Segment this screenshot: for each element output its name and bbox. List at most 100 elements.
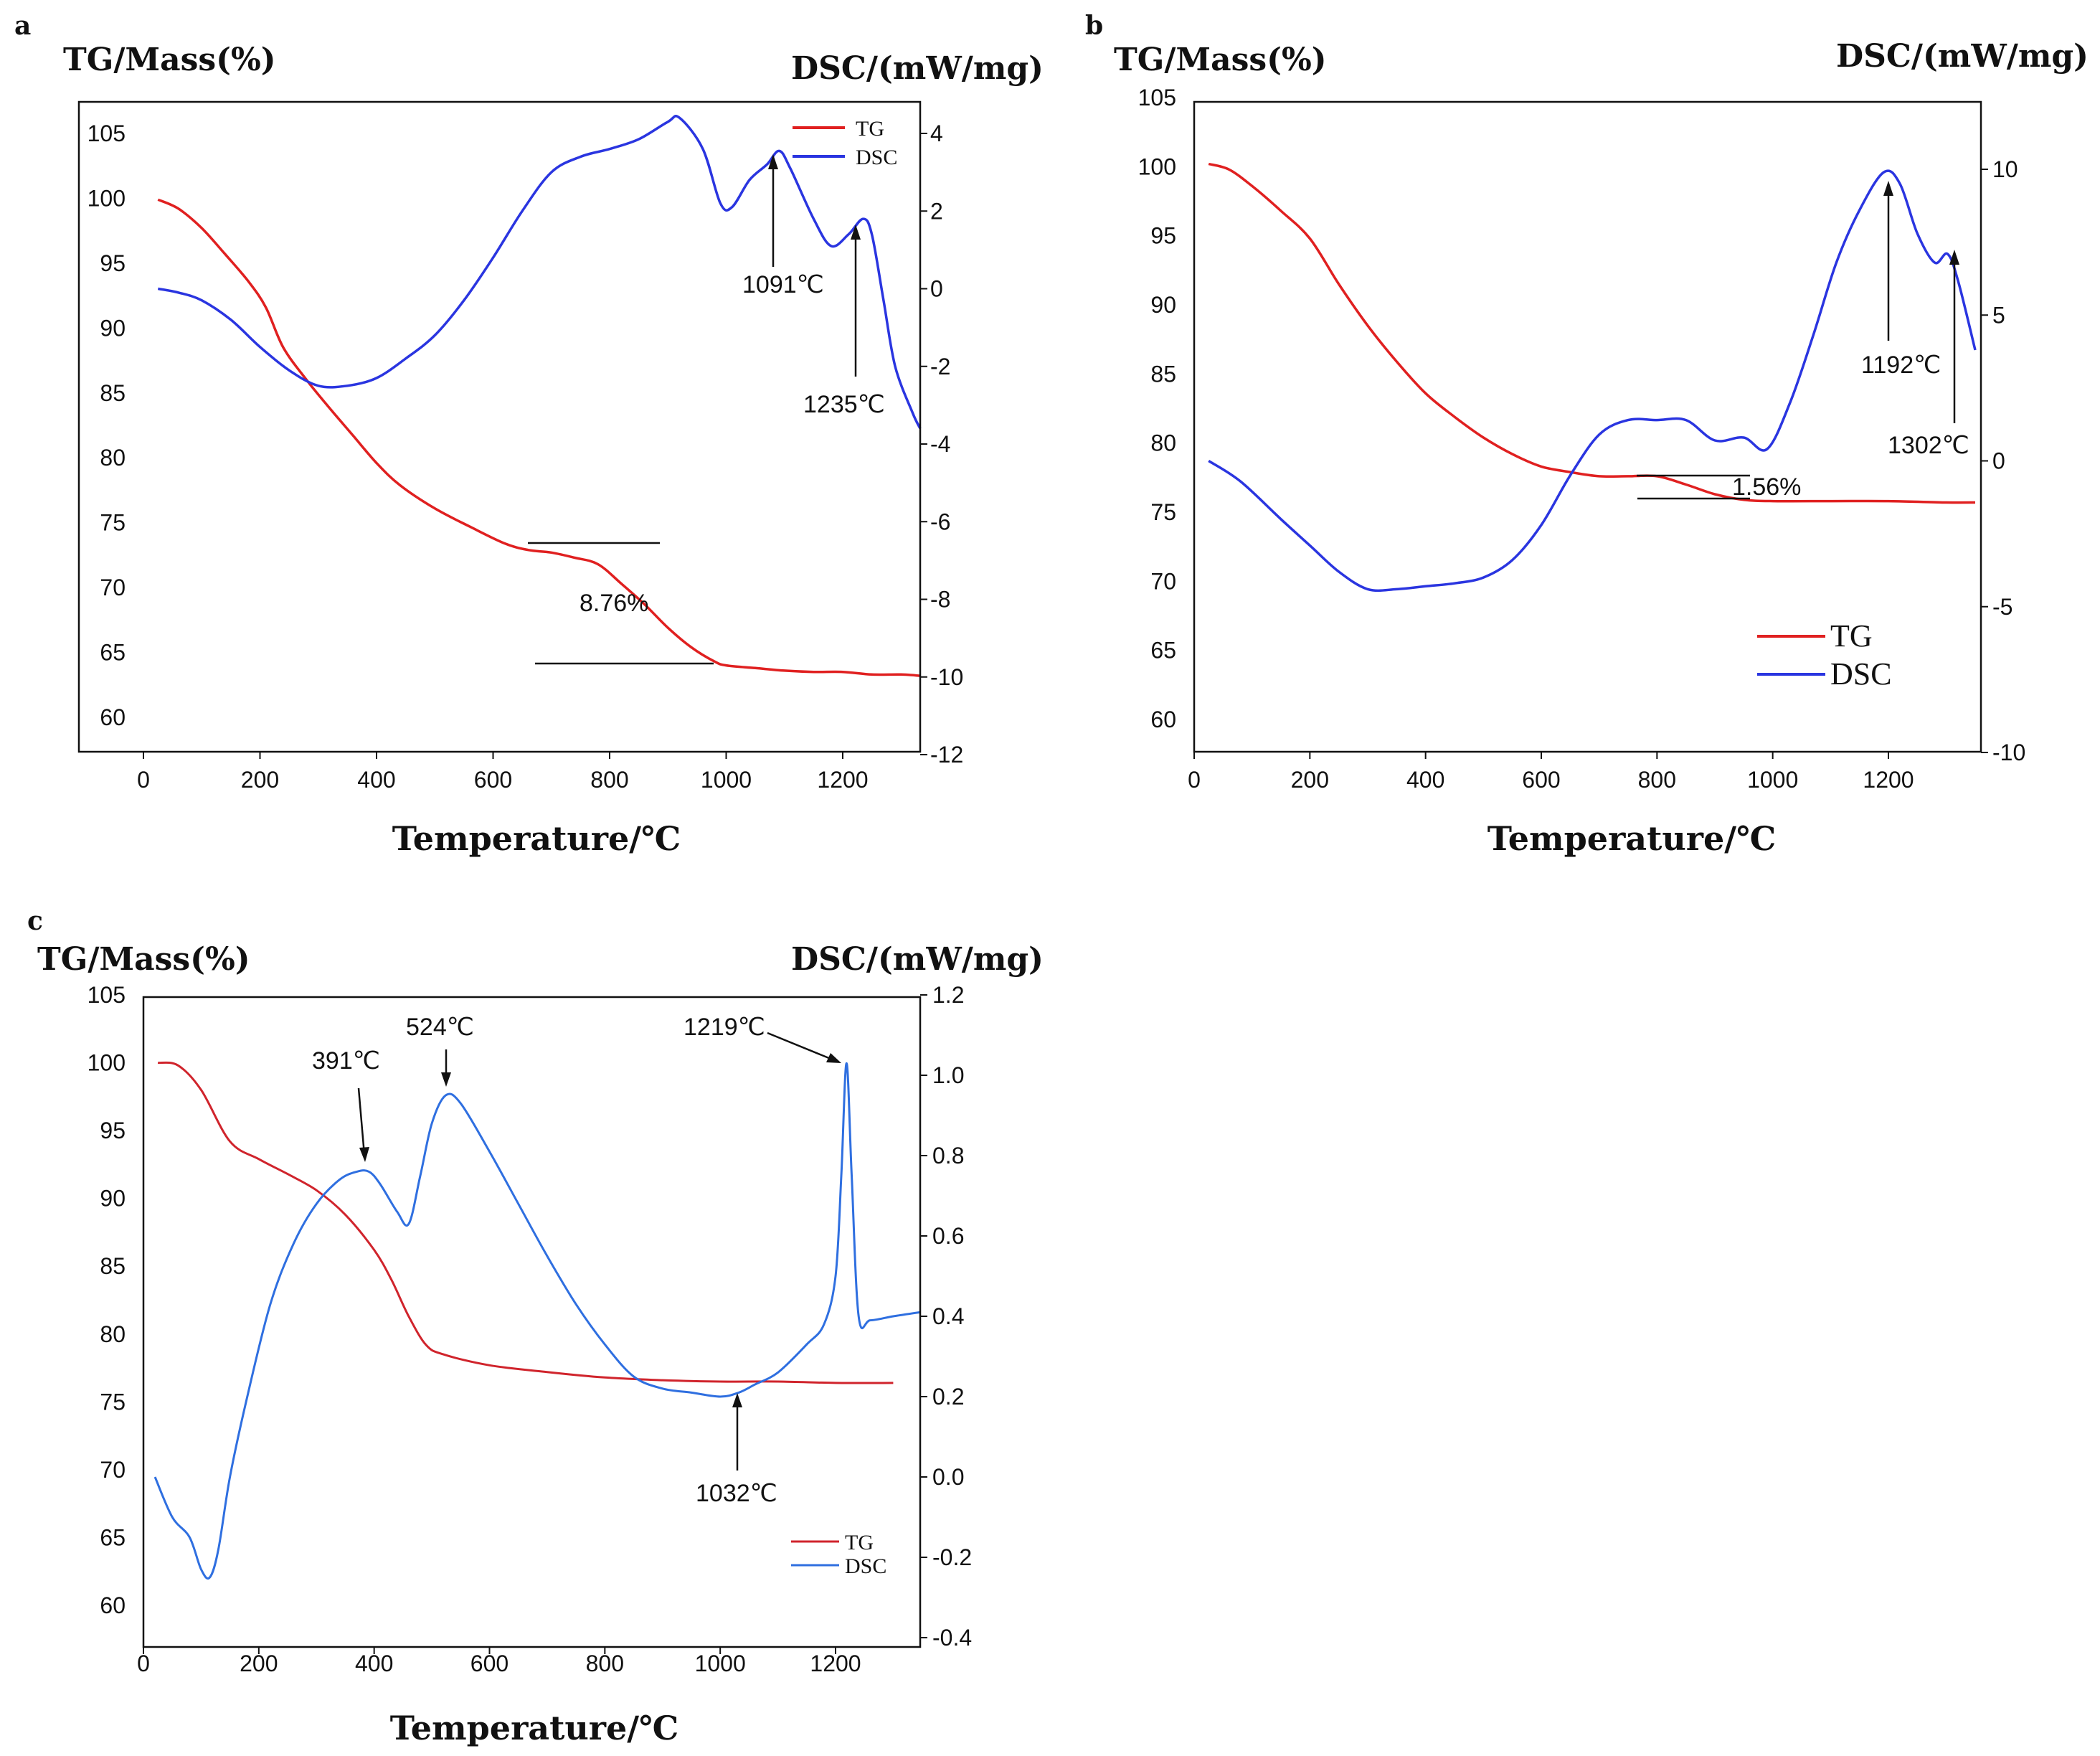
annot-1235: 1235℃ <box>803 391 885 418</box>
annot-524: 524℃ <box>406 1014 474 1041</box>
y-right-tick-label: -10 <box>930 664 963 690</box>
tick-marks-a <box>143 133 927 759</box>
y-left-tick-label: 105 <box>88 121 126 146</box>
y-left-tick-labels-b: 105 100 95 90 85 80 75 70 65 60 <box>1138 85 1176 732</box>
annot-1219: 1219℃ <box>684 1014 765 1041</box>
arrowhead-1235 <box>851 225 861 240</box>
y-left-tick-label: 80 <box>100 1321 126 1347</box>
tg-curve-a <box>157 198 921 677</box>
y-left-tick-label: 65 <box>100 640 126 666</box>
x-tick-label: 0 <box>1188 767 1201 793</box>
ylabel-left-c: TG/Mass(%) <box>37 941 250 978</box>
x-tick-label: 1000 <box>695 1651 746 1676</box>
x-tick-label: 0 <box>137 1651 150 1676</box>
y-left-tick-label: 65 <box>100 1524 126 1550</box>
legend-tg-label-a: TG <box>856 117 884 141</box>
x-tick-label: 400 <box>355 1651 393 1676</box>
y-right-tick-labels-a: 4 2 0 -2 -4 -6 -8 -10 -12 <box>930 121 963 768</box>
annot-1302: 1302℃ <box>1888 432 1969 459</box>
x-tick-label: 200 <box>240 1651 278 1676</box>
legend-dsc-label-b: DSC <box>1830 656 1892 691</box>
y-left-tick-label: 85 <box>100 380 126 406</box>
arrowhead-1091 <box>768 154 778 169</box>
y-right-tick-label: 1.2 <box>932 982 964 1008</box>
y-left-tick-label: 95 <box>100 1118 126 1143</box>
x-tick-label: 800 <box>1638 767 1676 793</box>
y-right-tick-label: -12 <box>930 742 963 768</box>
x-tick-label: 200 <box>1291 767 1329 793</box>
x-tick-label: 200 <box>241 767 279 793</box>
y-right-tick-label: -0.4 <box>932 1625 972 1651</box>
annot-mass-loss-b: 1.56% <box>1732 473 1801 501</box>
y-right-tick-label: -10 <box>1992 740 2025 765</box>
dsc-curve-c <box>153 1062 921 1580</box>
legend-dsc-label-c: DSC <box>845 1554 886 1578</box>
legend-dsc-label-a: DSC <box>856 146 897 169</box>
xlabel-a: Temperature/℃ <box>392 819 681 858</box>
annot-1091: 1091℃ <box>742 271 824 298</box>
y-left-tick-label: 100 <box>1138 154 1176 179</box>
y-right-tick-label: 0 <box>930 276 943 302</box>
y-right-tick-label: -0.2 <box>932 1544 972 1570</box>
panel-a: a TG/Mass(%) DSC/(mW/mg) 0 200 400 600 800 10… <box>14 11 1044 858</box>
x-tick-label: 1200 <box>810 1651 861 1676</box>
y-left-tick-label: 90 <box>100 315 126 341</box>
legend-b: TG DSC <box>1757 618 1892 691</box>
tick-marks-b <box>1193 169 1988 759</box>
y-right-tick-label: 2 <box>930 198 943 224</box>
annot-1192: 1192℃ <box>1861 351 1941 379</box>
xlabel-c: Temperature/℃ <box>390 1709 678 1747</box>
y-left-tick-label: 100 <box>88 1050 126 1076</box>
y-left-tick-label: 60 <box>1150 707 1176 732</box>
y-left-tick-label: 105 <box>1138 85 1176 110</box>
x-tick-labels-a: 0 200 400 600 800 1000 1200 <box>137 767 868 793</box>
x-tick-label: 1200 <box>817 767 868 793</box>
x-tick-label: 1200 <box>1863 767 1914 793</box>
ylabel-left-b: TG/Mass(%) <box>1114 42 1327 78</box>
y-left-tick-label: 90 <box>100 1186 126 1212</box>
ylabel-right-c: DSC/(mW/mg) <box>791 941 1044 978</box>
arrowhead-1192 <box>1883 181 1893 196</box>
x-tick-label: 1000 <box>1747 767 1798 793</box>
x-tick-label: 600 <box>474 767 512 793</box>
y-right-tick-label: 0.4 <box>932 1303 964 1329</box>
dsc-curve-a <box>157 115 922 430</box>
arrowhead-1032 <box>732 1393 742 1407</box>
ylabel-left-a: TG/Mass(%) <box>63 42 276 78</box>
legend-a: TG DSC <box>793 117 897 169</box>
panel-c: c TG/Mass(%) DSC/(mW/mg) 0 200 400 600 800 10… <box>27 906 1044 1747</box>
legend-tg-label-c: TG <box>845 1531 874 1554</box>
y-right-tick-label: 0.0 <box>932 1464 964 1490</box>
panel-label-c: c <box>27 906 43 936</box>
annotations-a: 1091℃ 1235℃ 8.76% <box>528 154 885 665</box>
y-left-tick-label: 70 <box>100 1457 126 1483</box>
y-right-tick-label: 4 <box>930 121 943 146</box>
y-left-tick-label: 75 <box>100 1389 126 1415</box>
arrow-391 <box>357 1087 366 1156</box>
y-right-tick-label: -2 <box>930 354 950 379</box>
x-tick-label: 0 <box>137 767 150 793</box>
y-right-tick-label: 0.8 <box>932 1143 964 1169</box>
legend-tg-label-b: TG <box>1830 618 1873 653</box>
y-right-tick-label: -6 <box>930 509 950 534</box>
arrow-1219 <box>767 1032 835 1062</box>
y-right-tick-label: -8 <box>930 587 950 613</box>
x-tick-label: 400 <box>1406 767 1444 793</box>
y-left-tick-label: 70 <box>100 575 126 600</box>
x-tick-labels-b: 0 200 400 600 800 1000 1200 <box>1188 767 1914 793</box>
y-right-tick-label: -4 <box>930 431 950 457</box>
annot-1032: 1032℃ <box>696 1480 777 1507</box>
plot-frame-c <box>142 996 922 1648</box>
dsc-curve-b <box>1208 169 1977 593</box>
y-right-tick-label: 10 <box>1992 156 2018 182</box>
y-right-tick-label: 1.0 <box>932 1062 964 1088</box>
annotations-c: 391℃ 524℃ 1219℃ 1032℃ <box>312 1014 841 1507</box>
y-left-tick-label: 95 <box>1150 223 1176 249</box>
annot-391: 391℃ <box>312 1047 380 1075</box>
panel-label-a: a <box>14 11 31 41</box>
y-right-tick-label: 5 <box>1992 302 2005 328</box>
x-tick-label: 800 <box>586 1651 624 1676</box>
tick-marks-c <box>143 994 927 1654</box>
y-left-tick-label: 100 <box>88 185 126 211</box>
